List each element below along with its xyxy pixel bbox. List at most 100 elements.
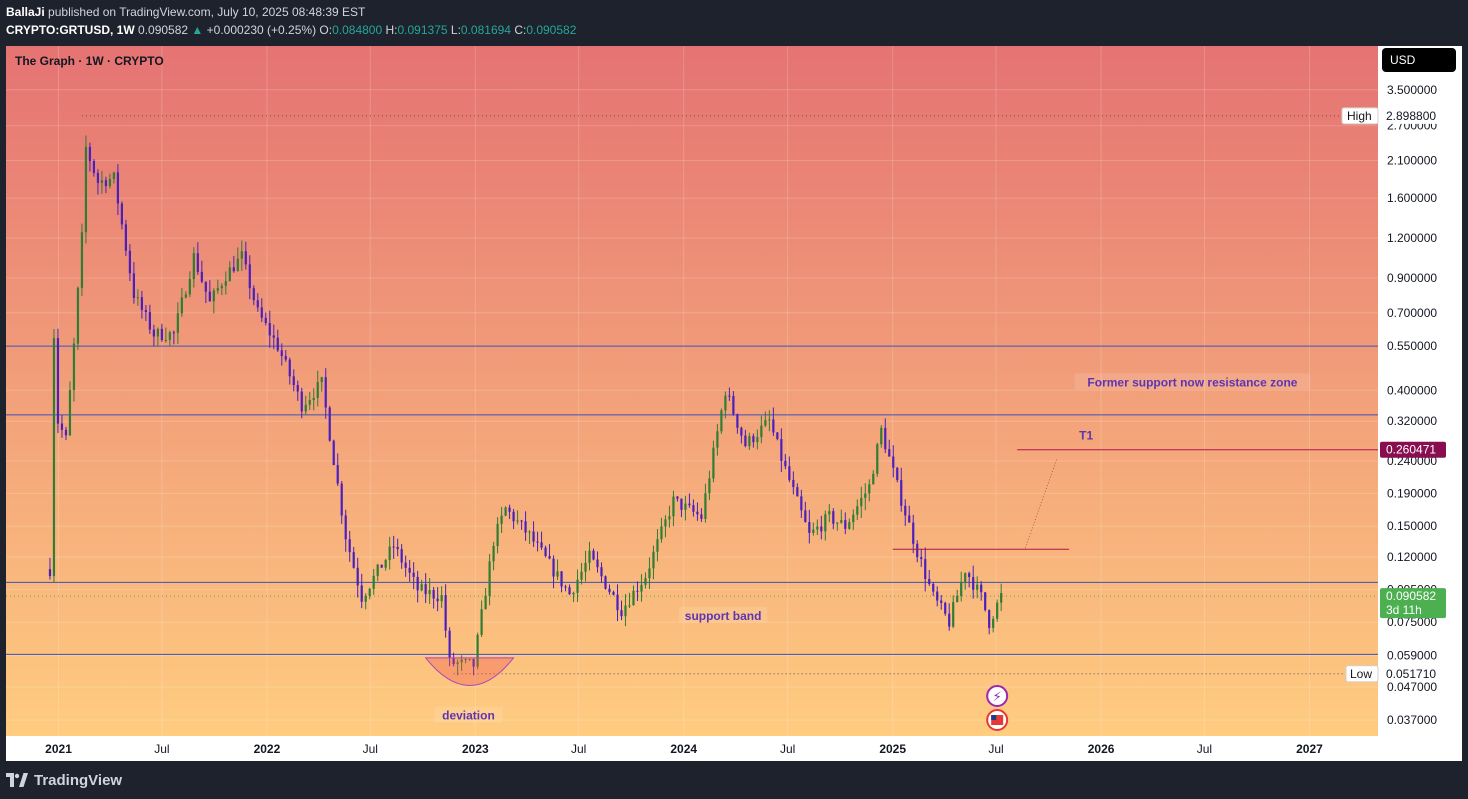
- candle-body: [848, 522, 851, 529]
- symbol-label[interactable]: CRYPTO:GRTUSD, 1W: [6, 23, 135, 37]
- candle-body: [572, 592, 575, 595]
- candle-body: [864, 493, 867, 498]
- candle-body: [496, 523, 499, 546]
- y-tick-label: 0.047000: [1387, 680, 1437, 694]
- candle-body: [68, 390, 72, 436]
- x-tick-label: 2024: [670, 742, 697, 756]
- candle-body: [616, 594, 619, 611]
- candle-body: [448, 630, 451, 658]
- close-value: 0.090582: [526, 23, 577, 37]
- candle-body: [284, 356, 287, 360]
- candle-body: [736, 414, 739, 428]
- candle-body: [168, 332, 171, 340]
- candle-body: [288, 359, 291, 377]
- candle-body: [780, 439, 783, 461]
- price-axis[interactable]: [1378, 46, 1462, 736]
- candle-body: [516, 520, 519, 522]
- candle-body: [900, 480, 903, 506]
- candle-body: [632, 590, 635, 606]
- y-tick-label: 0.037000: [1387, 713, 1437, 727]
- candle-body: [80, 232, 84, 288]
- candle-body: [208, 291, 211, 302]
- candle-body: [368, 588, 371, 596]
- y-tick-label: 0.150000: [1387, 519, 1437, 533]
- candle-body: [420, 584, 423, 591]
- candle-body: [484, 595, 487, 610]
- candle-body: [936, 591, 939, 601]
- candle-body: [464, 659, 467, 661]
- time-axis[interactable]: [6, 736, 1462, 761]
- candle-body: [476, 634, 479, 667]
- candle-body: [868, 484, 871, 494]
- candle-body: [216, 288, 219, 291]
- candle-body: [360, 585, 363, 602]
- candle-body: [300, 391, 303, 412]
- candle-body: [952, 602, 955, 627]
- candle-body: [468, 658, 471, 660]
- candle-body: [376, 564, 379, 576]
- candle-body: [232, 267, 235, 272]
- candle-body: [608, 588, 611, 593]
- author-name[interactable]: BallaJi: [6, 5, 45, 19]
- candle-body: [296, 385, 299, 392]
- candle-body: [832, 511, 835, 524]
- candle-body: [148, 312, 151, 330]
- candle-body: [128, 250, 131, 274]
- low-price-badge-bg: [1380, 665, 1446, 682]
- y-tick-label: 1.200000: [1387, 231, 1437, 245]
- published-text: published on TradingView.com, July 10, 2…: [48, 5, 366, 19]
- plot-area[interactable]: [6, 46, 1378, 736]
- tradingview-logo[interactable]: TradingView: [6, 768, 122, 792]
- candle-body: [896, 467, 899, 481]
- candle-body: [536, 541, 539, 543]
- candle-body: [664, 519, 667, 527]
- candle-body: [116, 172, 120, 204]
- y-tick-label: 0.400000: [1387, 383, 1437, 397]
- candle-body: [692, 505, 695, 512]
- projection-line: [1024, 458, 1058, 549]
- candle-body: [776, 432, 779, 440]
- candle-body: [852, 514, 855, 523]
- candle-body: [800, 496, 803, 511]
- candle-body: [144, 309, 147, 313]
- candle-body: [544, 547, 547, 556]
- candle-body: [980, 584, 983, 593]
- candle-body: [272, 335, 275, 338]
- annotation-text: support band: [685, 609, 762, 623]
- candle-body: [592, 550, 595, 560]
- candle-body: [636, 590, 639, 592]
- candle-body: [788, 466, 791, 480]
- candle-body: [552, 558, 555, 577]
- brand-name: TradingView: [34, 771, 123, 789]
- candle-body: [660, 526, 663, 540]
- annotation-background: [434, 706, 503, 723]
- candle-body: [840, 520, 843, 523]
- candle-body: [100, 180, 104, 183]
- candle-body: [576, 579, 579, 593]
- candle-body: [200, 271, 203, 282]
- candle-body: [716, 431, 719, 448]
- candle-body: [680, 498, 683, 510]
- candle-body: [524, 521, 527, 533]
- candle-body: [740, 427, 743, 436]
- y-tick-label: 1.600000: [1387, 191, 1437, 205]
- candle-body: [676, 496, 679, 499]
- currency-button[interactable]: USD: [1382, 48, 1456, 72]
- candle-body: [264, 317, 267, 324]
- price-change: +0.000230 (+0.25%): [206, 23, 317, 37]
- y-tick-label: 0.059000: [1387, 648, 1437, 662]
- candle-body: [408, 567, 411, 573]
- y-tick-label: 3.500000: [1387, 83, 1437, 97]
- candle-body: [940, 600, 943, 603]
- candle-body: [764, 420, 767, 426]
- candle-body: [336, 465, 339, 484]
- candle-body: [748, 436, 751, 447]
- candle-body: [160, 328, 163, 340]
- candle-body: [640, 584, 643, 592]
- candle-body: [400, 549, 403, 563]
- candle-body: [612, 592, 615, 595]
- candle-body: [580, 571, 583, 580]
- candle-body: [956, 596, 959, 603]
- target-price-badge-bg: [1380, 441, 1446, 458]
